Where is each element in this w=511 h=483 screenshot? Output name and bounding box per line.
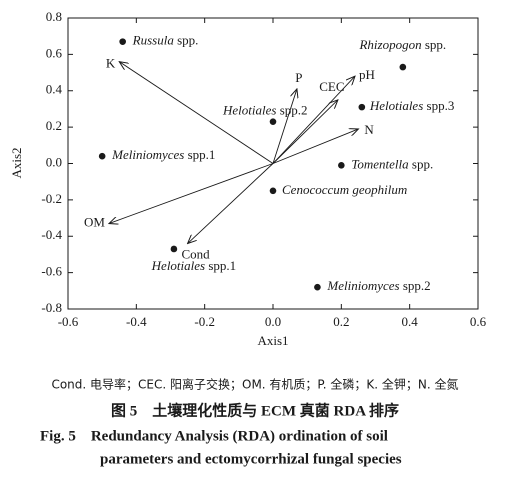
site-point [269, 187, 277, 195]
x-tick-label: 0.0 [265, 314, 281, 329]
caption-abbreviations: Cond. 电导率；CEC. 阳离子交换；OM. 有机质；P. 全磷；K. 全钾… [51, 377, 458, 392]
point-label: Tomentella spp. [351, 156, 433, 171]
x-axis-label: Axis1 [257, 333, 288, 348]
site-point [358, 103, 366, 111]
y-tick-label: 0.6 [46, 45, 63, 60]
x-tick-label: 0.6 [470, 314, 487, 329]
point-label: Cenococcum geophilum [282, 182, 407, 197]
label-rest: spp.2 [403, 278, 431, 293]
vector-label: K [106, 56, 116, 71]
label-italic: Helotiales [369, 98, 423, 113]
y-tick-label: 0.8 [46, 9, 62, 24]
label-rest: spp.1 [188, 147, 216, 162]
label-rest: spp. [425, 37, 446, 52]
point-label: Helotiales spp.1 [151, 258, 237, 273]
y-tick-label: -0.4 [41, 227, 62, 242]
caption-title-en: Fig. 5 Redundancy Analysis (RDA) ordinat… [40, 428, 388, 444]
site-point [338, 162, 345, 169]
x-tick-label: -0.6 [58, 314, 79, 329]
point-label: Helotiales spp.2 [222, 103, 308, 118]
vector-arrow [272, 89, 297, 164]
point-label: Rhizopogon spp. [358, 37, 446, 52]
label-italic: Cenococcum geophilum [282, 182, 407, 197]
label-italic: Helotiales [222, 103, 276, 118]
point-label: Russula spp. [132, 33, 199, 48]
y-tick-label: -0.6 [41, 264, 62, 279]
vector-label: CEC [319, 79, 344, 94]
caption-title-en: parameters and ectomycorrhizal fungal sp… [100, 451, 402, 467]
label-rest: spp.2 [280, 103, 308, 118]
point-label: Meliniomyces spp.2 [326, 278, 430, 293]
x-tick-label: 0.2 [333, 314, 349, 329]
vector-arrow [272, 100, 338, 164]
x-tick-label: -0.2 [194, 314, 215, 329]
vector-arrow [272, 76, 355, 164]
vector-label: N [364, 122, 374, 137]
label-italic: Meliniomyces [326, 278, 399, 293]
site-point [170, 245, 178, 253]
y-tick-label: -0.8 [41, 300, 62, 315]
point-label: Meliniomyces spp.1 [111, 147, 215, 162]
site-point [119, 38, 126, 45]
y-tick-label: -0.2 [41, 191, 62, 206]
label-italic: Tomentella [351, 156, 409, 171]
y-tick-label: 0.0 [46, 154, 62, 169]
point-label: Helotiales spp.3 [369, 98, 455, 113]
x-tick-label: -0.4 [126, 314, 147, 329]
x-tick-label: 0.4 [402, 314, 419, 329]
vector-label: OM [84, 215, 105, 230]
y-tick-label: 0.4 [46, 82, 63, 97]
label-rest: spp.3 [427, 98, 455, 113]
label-italic: Rhizopogon [358, 37, 421, 52]
y-tick-label: 0.2 [46, 118, 62, 133]
site-point [314, 283, 321, 291]
site-point [399, 63, 407, 71]
vector-arrow [109, 163, 274, 224]
label-italic: Helotiales [151, 258, 205, 273]
vector-label: pH [359, 67, 375, 82]
label-rest: spp. [177, 33, 198, 48]
vector-arrow [272, 129, 358, 164]
label-rest: spp.1 [208, 258, 236, 273]
caption-title-cn: 图 5 土壤理化性质与 ECM 真菌 RDA 排序 [111, 401, 399, 419]
vector-label: P [295, 70, 302, 85]
site-point [98, 152, 106, 160]
vector-arrow [188, 163, 274, 244]
site-point [269, 118, 277, 125]
label-rest: spp. [412, 156, 433, 171]
label-italic: Meliniomyces [111, 147, 184, 162]
y-axis-label: Axis2 [9, 147, 24, 178]
vector-label: Cond [181, 247, 210, 262]
label-italic: Russula [132, 33, 175, 48]
vector-arrow [119, 62, 274, 164]
